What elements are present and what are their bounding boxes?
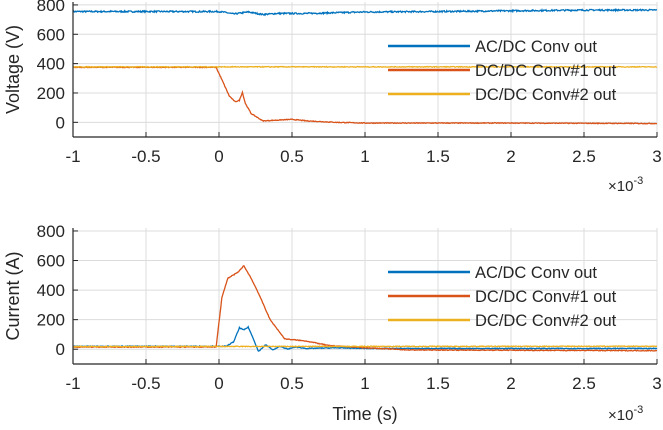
x-tick-label: -1 — [65, 374, 80, 393]
y-tick-label: 200 — [37, 311, 65, 330]
x-tick-label: -0.5 — [131, 147, 160, 166]
series-line-0 — [72, 8, 658, 17]
legend-entry: AC/DC Conv out — [475, 264, 597, 282]
axes-current: -1 -0.5 0 0.5 1 1.5 2 2.5 3 0 200 400 600 800 Current … — [3, 222, 662, 424]
x-tick-label: 1 — [360, 374, 369, 393]
legend-entry: DC/DC Conv#2 out — [475, 86, 617, 104]
x-tick-label: 0 — [214, 147, 223, 166]
legend-entry: DC/DC Conv#1 out — [475, 62, 617, 80]
x-exponent-label: ×10-3 — [608, 404, 643, 424]
x-tick-label: 1.5 — [426, 147, 450, 166]
x-tick-label: 2.5 — [572, 147, 596, 166]
exponent-power: -3 — [633, 404, 643, 416]
exponent-base: ×10 — [608, 407, 633, 424]
y-tick-label: 400 — [37, 281, 65, 300]
x-tick-label: 1 — [360, 147, 369, 166]
y-tick-label: 600 — [37, 252, 65, 271]
legend-entry: DC/DC Conv#1 out — [475, 288, 617, 306]
y-tick-label: 0 — [56, 113, 65, 132]
x-tick-label: 0.5 — [280, 147, 304, 166]
x-axis-label: Time (s) — [332, 404, 397, 424]
y-tick-label: 0 — [56, 340, 65, 359]
y-tick-label: 800 — [37, 0, 65, 15]
legend-entry: AC/DC Conv out — [475, 38, 597, 56]
exponent-base: ×10 — [608, 178, 633, 195]
x-tick-label: -1 — [65, 147, 80, 166]
legend: AC/DC Conv out DC/DC Conv#1 out DC/DC Conv… — [388, 38, 617, 104]
x-tick-label: -0.5 — [131, 374, 160, 393]
x-tick-label: 1.5 — [426, 374, 450, 393]
x-tick-label: 2 — [506, 147, 515, 166]
legend-entry: DC/DC Conv#2 out — [475, 312, 617, 330]
y-tick-label: 200 — [37, 84, 65, 103]
y-tick-label: 400 — [37, 55, 65, 74]
legend: AC/DC Conv out DC/DC Conv#1 out DC/DC Conv… — [388, 264, 617, 330]
x-tick-label: 2.5 — [572, 374, 596, 393]
y-axis-label: Current (A) — [3, 251, 23, 340]
y-axis-label: Voltage (V) — [3, 25, 23, 114]
x-tick-label: 3 — [652, 147, 661, 166]
axes-voltage: -1 -0.5 0 0.5 1 1.5 2 2.5 3 0 200 400 600 800 Voltage … — [3, 0, 662, 195]
x-tick-label: 0.5 — [280, 374, 304, 393]
series-line-2 — [72, 345, 658, 348]
y-tick-label: 600 — [37, 25, 65, 44]
x-exponent-label: ×10-3 — [608, 175, 643, 195]
x-tick-label: 0 — [214, 374, 223, 393]
x-tick-label: 3 — [652, 374, 661, 393]
x-tick-label: 2 — [506, 374, 515, 393]
exponent-power: -3 — [633, 175, 643, 187]
y-tick-label: 800 — [37, 222, 65, 241]
series-line-2 — [72, 65, 658, 69]
